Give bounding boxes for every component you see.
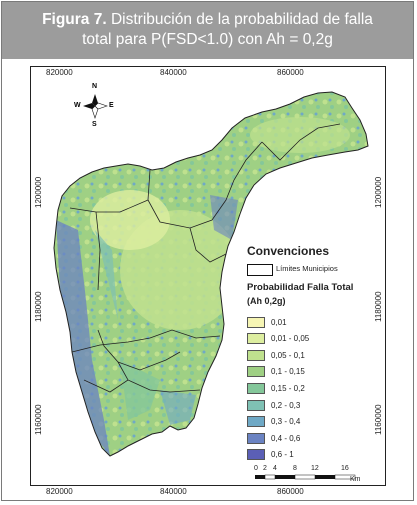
- compass-w-label: W: [74, 102, 81, 109]
- figure-caption: Figura 7. Distribución de la probabilida…: [2, 2, 413, 59]
- figure-number: Figura 7.: [42, 11, 107, 28]
- legend-class-label: 0,01 - 0,05: [271, 334, 310, 344]
- x-tick-bottom: 820000: [46, 487, 73, 496]
- x-tick-bottom: 860000: [277, 487, 304, 496]
- legend-class-row: 0,6 - 1: [247, 449, 294, 461]
- municipal-boundaries: [69, 123, 341, 393]
- legend-swatch: [247, 449, 265, 461]
- legend-class-label: 0,15 - 0,2: [271, 383, 305, 393]
- north-arrow-icon: [83, 94, 108, 119]
- municipal-limits-label: Límites Municipios: [276, 264, 338, 273]
- legend-swatch: [247, 316, 265, 328]
- scale-bar: [255, 474, 356, 480]
- compass-n-label: N: [92, 83, 98, 90]
- scale-tick: 2: [263, 465, 267, 472]
- legend-swatch: [247, 366, 265, 378]
- x-tick-top: 860000: [277, 68, 304, 77]
- legend-class-row: 0,1 - 0,15: [247, 366, 305, 378]
- municipal-limits-swatch: [247, 264, 273, 276]
- legend-class-row: 0,01: [247, 316, 287, 328]
- legend-swatch: [247, 432, 265, 444]
- x-tick-bottom: 840000: [160, 487, 187, 496]
- scale-tick: 0: [254, 465, 258, 472]
- compass-s-label: S: [92, 121, 97, 128]
- legend-class-row: 0,2 - 0,3: [247, 399, 300, 411]
- legend-class-row: 0,05 - 0,1: [247, 349, 305, 361]
- scale-tick: 12: [311, 465, 319, 472]
- legend-title: Convenciones: [247, 244, 330, 258]
- legend-prob-subtitle: (Ah 0,2g): [247, 296, 286, 306]
- scale-tick: 8: [293, 465, 297, 472]
- legend-class-row: 0,4 - 0,6: [247, 432, 300, 444]
- legend-swatch: [247, 382, 265, 394]
- legend-class-row: 0,3 - 0,4: [247, 416, 300, 428]
- legend-swatch: [247, 349, 265, 361]
- scale-unit: Km: [350, 476, 361, 483]
- legend-class-row: 0,15 - 0,2: [247, 382, 305, 394]
- x-tick-top: 820000: [46, 68, 73, 77]
- legend-class-row: 0,01 - 0,05: [247, 333, 309, 345]
- legend-prob-title: Probabilidad Falla Total: [247, 282, 354, 293]
- legend-class-label: 0,05 - 0,1: [271, 350, 305, 360]
- legend-class-label: 0,3 - 0,4: [271, 417, 301, 427]
- caption-line2: total para P(FSD<1.0) con Ah = 0,2g: [82, 31, 333, 48]
- legend-class-label: 0,6 - 1: [271, 450, 294, 460]
- legend-swatch: [247, 416, 265, 428]
- legend-class-label: 0,2 - 0,3: [271, 400, 301, 410]
- scale-tick: 16: [341, 465, 349, 472]
- legend-swatch: [247, 399, 265, 411]
- legend-swatch: [247, 333, 265, 345]
- compass-e-label: E: [109, 102, 114, 109]
- legend-class-label: 0,01: [271, 317, 287, 327]
- legend-class-label: 0,1 - 0,15: [271, 367, 305, 377]
- legend-class-label: 0,4 - 0,6: [271, 433, 301, 443]
- x-tick-top: 840000: [160, 68, 187, 77]
- scale-tick: 4: [273, 465, 277, 472]
- region-outline: [53, 91, 369, 457]
- caption-line1: Distribución de la probabilidad de falla: [106, 11, 373, 28]
